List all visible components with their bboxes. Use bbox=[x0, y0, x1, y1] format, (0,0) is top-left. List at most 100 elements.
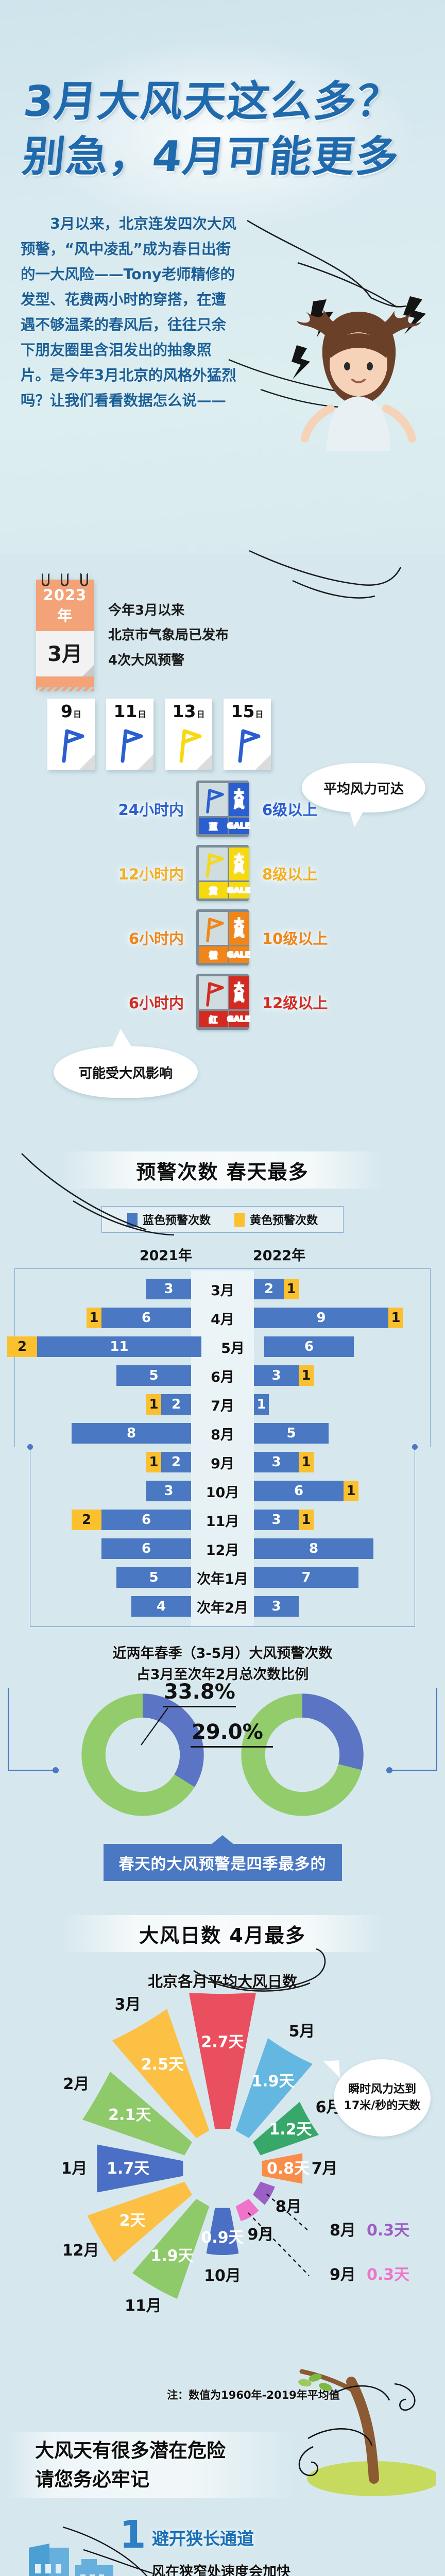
bar-segment-yellow: 1 bbox=[388, 1308, 403, 1328]
petal-chart-title: 北京各月平均大风日数 bbox=[147, 1973, 297, 1990]
instant-wind-bubble: 瞬时风力达到 17米/秒的天数 bbox=[334, 2059, 431, 2137]
gale-warning-sign-yellow: 大风 黄 GALE bbox=[196, 845, 250, 901]
bar-chart-month-label: 次年2月 bbox=[197, 1600, 248, 1616]
calendar-desc-line-2: 北京市气象局已发布 bbox=[108, 628, 229, 643]
sign-gale-cell: GALE bbox=[227, 882, 250, 899]
calendar-zigzag bbox=[36, 687, 94, 691]
tips-heading: 大风天有很多潜在危险 请您务必牢记 bbox=[0, 2369, 445, 2516]
warning-date-list: 9日 11日 13日 15日 bbox=[0, 699, 445, 770]
bar-chart-month-label: 12月 bbox=[206, 1542, 239, 1558]
tip-body-1-line-1: 风在狭窄处速度会加快 bbox=[151, 2564, 290, 2576]
bar-segment-yellow: 1 bbox=[299, 1510, 314, 1530]
petal-callout-month: 9月 bbox=[330, 2266, 356, 2284]
donut-percent-underline-2022 bbox=[191, 1746, 273, 1748]
bar-segment-blue: 3 bbox=[254, 1510, 299, 1530]
wind-force-label: 10级以上 bbox=[262, 929, 328, 947]
warning-count-bar-chart: 3 3月 2 1 1 6 4月 9 1 2 11 5月 6 5 6月 3 1 1 2 7月 1 8 8月 5 1 2 9月 3 1 3 10… bbox=[7, 1268, 438, 1628]
gale-flag-icon bbox=[47, 723, 95, 763]
gale-flag-icon bbox=[165, 723, 212, 763]
page-title-line-2: 别急，4月可能更多 bbox=[20, 132, 402, 181]
bar-segment-yellow: 2 bbox=[72, 1510, 101, 1530]
bar-segment-blue: 3 bbox=[254, 1452, 299, 1472]
bar-segment-blue: 6 bbox=[101, 1538, 191, 1559]
sign-word-cell: 大风 bbox=[229, 848, 249, 880]
sign-gale-cell: GALE bbox=[227, 818, 250, 834]
windblown-tree-illustration bbox=[298, 2369, 436, 2496]
instant-wind-line-1: 瞬时风力达到 bbox=[348, 2083, 416, 2096]
wind-force-label: 12级以上 bbox=[262, 994, 328, 1012]
calendar-row: 2023年 3月 今年3月以来 北京市气象局已发布 4次大风预警 bbox=[0, 557, 445, 691]
sign-gale-cell: GALE bbox=[227, 946, 250, 963]
petal-slice bbox=[262, 2153, 303, 2184]
bar-chart-frame-lower bbox=[30, 1447, 415, 1627]
bar-chart-rows: 3 3月 2 1 1 6 4月 9 1 2 11 5月 6 5 6月 3 1 1 2 7月 1 8 8月 5 1 2 9月 3 1 3 10… bbox=[7, 1275, 438, 1621]
petal-callout-line bbox=[266, 2193, 310, 2232]
petal-slice bbox=[235, 2199, 259, 2221]
bar-side-right: 1 bbox=[254, 1394, 438, 1415]
petal-month-label: 10月 bbox=[204, 2267, 241, 2285]
sign-color-cell: 橙 bbox=[199, 946, 228, 963]
bar-side-left: 8 bbox=[7, 1423, 191, 1444]
petal-month-label: 1月 bbox=[61, 2160, 88, 2178]
bar-chart-row: 5 6月 3 1 bbox=[7, 1361, 438, 1390]
legend-label-blue: 蓝色预警次数 bbox=[142, 1214, 211, 1227]
petal-month-label: 12月 bbox=[62, 2242, 99, 2260]
bar-segment-yellow: 1 bbox=[87, 1308, 101, 1328]
petal-slice bbox=[189, 1992, 256, 2129]
section-heading-3: 大风日数 4月最多 bbox=[0, 1903, 445, 1992]
legend-swatch-blue bbox=[127, 1212, 138, 1227]
petal-slice bbox=[206, 2208, 239, 2256]
lead-time-label: 6小时内 bbox=[128, 994, 184, 1012]
donut-leader-line-2021 bbox=[141, 1707, 168, 1745]
bar-chart-row: 1 2 9月 3 1 bbox=[7, 1448, 438, 1477]
petal-callout-month: 8月 bbox=[330, 2222, 356, 2240]
petal-chart-note: 注：数值为1960年-2019年平均值 bbox=[167, 2389, 340, 2401]
bar-side-right: 7 bbox=[254, 1567, 438, 1588]
sign-flag-cell bbox=[199, 912, 228, 945]
bar-segment-yellow: 1 bbox=[299, 1365, 314, 1386]
tips-heading-line-2: 请您务必牢记 bbox=[35, 2468, 149, 2490]
bar-chart-month-label: 7月 bbox=[211, 1398, 234, 1414]
hero-section: 3月大风天这么多？ 别急，4月可能更多 3月以来，北京连发四次大风预警，“风中凌… bbox=[0, 0, 445, 554]
petal-value-label: 0.9天 bbox=[201, 2229, 244, 2247]
sign-flag-cell bbox=[199, 783, 228, 816]
bar-segment-blue: 5 bbox=[116, 1365, 191, 1386]
bracket-left-icon bbox=[8, 1688, 59, 1773]
spring-share-donuts: 近两年春季（3-5月）大风预警次数 占3月至次年2月总次数比例 33.8% 29… bbox=[0, 1643, 445, 1834]
gale-warning-sign-blue: 大风 蓝 GALE bbox=[196, 781, 250, 837]
petal-slice bbox=[97, 2144, 183, 2193]
petal-month-label: 2月 bbox=[63, 2075, 90, 2093]
donut-title-line-2: 占3月至次年2月总次数比例 bbox=[136, 1666, 309, 1683]
bar-chart-month-label: 9月 bbox=[211, 1455, 234, 1472]
bar-segment-blue: 6 bbox=[264, 1336, 354, 1357]
calendar-card: 2023年 3月 bbox=[36, 573, 94, 691]
petal-slice bbox=[82, 2071, 192, 2156]
gale-flag-icon bbox=[106, 723, 153, 763]
petal-bubble-tail-icon bbox=[323, 2060, 340, 2078]
petal-slice bbox=[235, 2038, 313, 2138]
bar-segment-blue: 5 bbox=[254, 1423, 329, 1444]
bar-segment-blue: 8 bbox=[72, 1423, 191, 1444]
petal-value-label: 0.8天 bbox=[267, 2160, 310, 2178]
girl-illustration bbox=[292, 296, 426, 451]
bar-chart-month-label: 5月 bbox=[221, 1340, 245, 1357]
bubble-tail-icon bbox=[349, 809, 365, 827]
calendar-foot bbox=[36, 676, 94, 687]
section-heading-text-3: 大风日数 4月最多 bbox=[139, 1924, 306, 1947]
bar-segment-blue: 9 bbox=[254, 1308, 388, 1328]
spring-banner-wrap: 春天的大风预警是四季最多的 bbox=[0, 1844, 445, 1881]
calendar-desc-line-3: 4次大风预警 bbox=[108, 652, 185, 668]
petal-value-label: 2.1天 bbox=[108, 2106, 151, 2124]
bar-segment-blue: 4 bbox=[131, 1596, 191, 1617]
bar-chart-month-label: 4月 bbox=[211, 1311, 234, 1328]
bar-segment-yellow: 2 bbox=[7, 1336, 37, 1357]
bar-segment-yellow: 1 bbox=[284, 1279, 299, 1299]
bar-segment-blue: 6 bbox=[101, 1510, 191, 1530]
avg-wind-force-bubble: 平均风力可达 bbox=[302, 763, 425, 812]
bar-chart-anchor-dot-right bbox=[412, 1444, 418, 1450]
gale-warning-sign-red: 大风 红 GALE bbox=[196, 974, 250, 1030]
section-heading-text: 预警次数 春天最多 bbox=[136, 1160, 309, 1183]
tips-heading-line-1: 大风天有很多潜在危险 bbox=[35, 2439, 226, 2462]
